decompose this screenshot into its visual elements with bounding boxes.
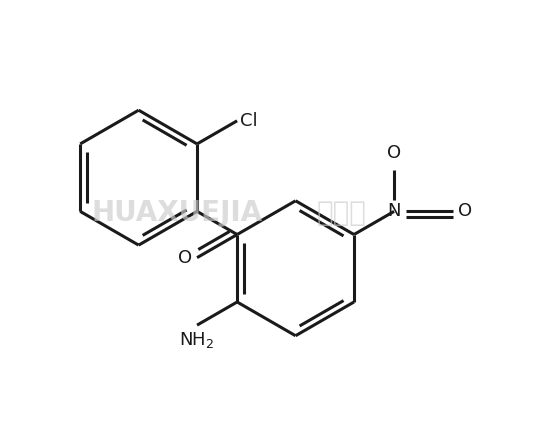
Text: O: O <box>178 249 192 267</box>
Text: 化学加: 化学加 <box>317 199 367 227</box>
Text: Cl: Cl <box>240 112 258 130</box>
Text: O: O <box>387 144 401 162</box>
Text: NH$_2$: NH$_2$ <box>179 330 214 350</box>
Text: N: N <box>388 202 401 220</box>
Text: HUAXUEJIA: HUAXUEJIA <box>92 199 263 227</box>
Text: O: O <box>458 202 472 220</box>
